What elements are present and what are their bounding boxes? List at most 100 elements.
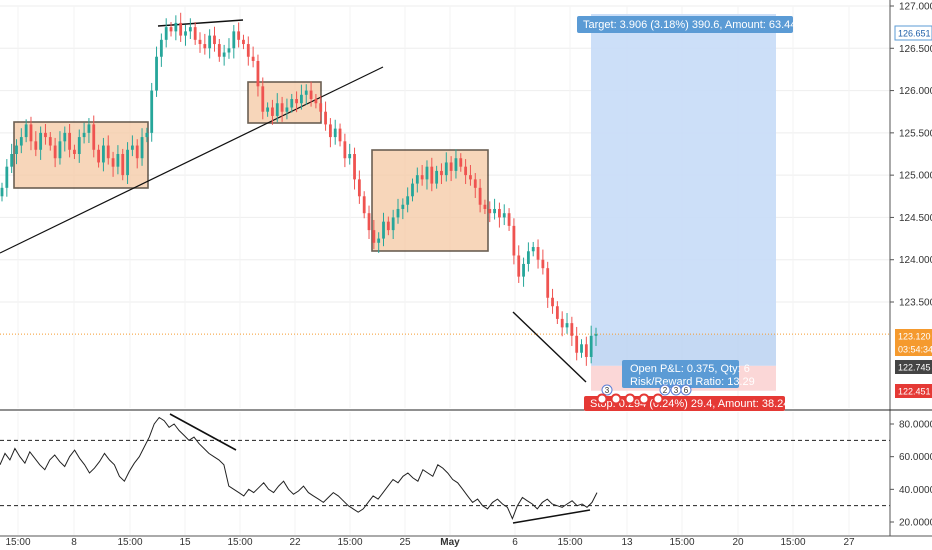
candle-body bbox=[425, 166, 429, 180]
time-tick-label: 15:00 bbox=[669, 537, 694, 548]
candle-body bbox=[203, 44, 207, 49]
candle-body bbox=[44, 132, 47, 138]
candle-body bbox=[589, 335, 593, 357]
candle-body bbox=[401, 204, 405, 209]
candle-body bbox=[73, 149, 76, 154]
candle-body bbox=[304, 90, 308, 95]
top-line-drawing bbox=[157, 19, 244, 27]
candle-body bbox=[290, 99, 294, 108]
candle-body bbox=[551, 297, 554, 307]
trade-marker bbox=[596, 393, 608, 405]
candle-body bbox=[473, 179, 477, 188]
candle-body bbox=[179, 22, 183, 36]
candle-body bbox=[232, 31, 236, 49]
candle-body bbox=[411, 183, 414, 197]
range-box-drawing bbox=[13, 121, 149, 189]
trade-marker bbox=[638, 393, 650, 405]
candle-body bbox=[10, 154, 14, 167]
candle-body bbox=[135, 145, 139, 159]
price-tag-box bbox=[895, 329, 932, 343]
trade-badge-label: 2 bbox=[663, 386, 668, 395]
candle-body bbox=[483, 204, 487, 209]
candle-body bbox=[102, 145, 105, 163]
price-tick-label: 123.5000 bbox=[899, 298, 932, 309]
range-box-drawing bbox=[371, 149, 489, 252]
candle-body bbox=[372, 230, 376, 243]
trade-marker bbox=[652, 393, 664, 405]
price-tick-label: 124.5000 bbox=[899, 213, 932, 224]
candle-body bbox=[314, 99, 318, 104]
candle-body bbox=[507, 213, 511, 226]
candle-body bbox=[34, 141, 38, 150]
candle-body bbox=[300, 94, 303, 104]
open-pnl-text: Open P&L: 0.375, Qty: 6 bbox=[630, 363, 750, 375]
risk-reward-text: Risk/Reward Ratio: 13.29 bbox=[630, 376, 755, 388]
candle-body bbox=[155, 56, 158, 91]
trade-marker bbox=[624, 393, 636, 405]
target-label-box bbox=[577, 16, 793, 33]
candle-body bbox=[464, 166, 468, 176]
candle-body bbox=[357, 179, 361, 197]
candle-body bbox=[546, 268, 550, 298]
candle-body bbox=[353, 154, 356, 180]
time-tick-label: May bbox=[440, 537, 460, 548]
price-tick-label: 125.0000 bbox=[899, 171, 932, 182]
candle-body bbox=[188, 27, 192, 32]
price-tag-label: 122.745 bbox=[898, 363, 931, 373]
price-tag-label: 03:54:34 bbox=[898, 345, 932, 355]
time-tick-label: 15:00 bbox=[5, 537, 30, 548]
candle-body bbox=[420, 175, 424, 180]
candle-body bbox=[570, 323, 574, 336]
candle-body bbox=[24, 124, 28, 138]
osc-tick-label: 60.0000 bbox=[899, 452, 932, 463]
candle-body bbox=[362, 196, 366, 214]
candle-body bbox=[478, 187, 482, 205]
price-tick-label: 126.0000 bbox=[899, 86, 932, 97]
oscillator-series-line bbox=[0, 416, 598, 521]
candle-body bbox=[430, 166, 434, 184]
candle-body bbox=[169, 27, 173, 32]
candle-body bbox=[377, 238, 381, 243]
candle-body bbox=[343, 141, 347, 159]
candle-body bbox=[536, 247, 540, 260]
candle-body bbox=[5, 166, 9, 188]
candle-body bbox=[517, 255, 521, 277]
candle-body bbox=[391, 217, 395, 231]
candle-body bbox=[440, 170, 443, 176]
candle-body bbox=[498, 208, 501, 218]
osc-tick-label: 20.0000 bbox=[899, 518, 932, 529]
candle-body bbox=[77, 137, 81, 154]
candle-body bbox=[348, 154, 352, 159]
candle-body bbox=[97, 149, 100, 163]
candle-body bbox=[213, 35, 216, 45]
candle-body bbox=[406, 196, 410, 205]
candle-body bbox=[0, 187, 4, 197]
candle-body bbox=[386, 221, 390, 231]
candle-body bbox=[198, 39, 202, 45]
trade-badge-label: 6 bbox=[684, 386, 689, 395]
candle-body bbox=[68, 132, 72, 150]
candle-body bbox=[454, 158, 458, 171]
target-zone bbox=[591, 14, 776, 335]
candle-body bbox=[246, 44, 250, 57]
candle-body bbox=[594, 334, 598, 336]
candle-body bbox=[584, 344, 588, 357]
candle-body bbox=[435, 170, 439, 184]
trade-badge-label: 3 bbox=[674, 386, 679, 395]
candle-body bbox=[575, 335, 579, 353]
candle-body bbox=[82, 132, 86, 138]
osc-divergence-line bbox=[169, 413, 237, 451]
candle-body bbox=[488, 208, 492, 214]
candle-body bbox=[130, 145, 134, 150]
price-tag-label: 122.451 bbox=[898, 387, 931, 397]
candle-body bbox=[328, 124, 332, 138]
candle-body bbox=[309, 90, 313, 100]
candle-body bbox=[184, 31, 187, 36]
price-tags: 126.651 123.120 03:54:34 122.745 122.451 bbox=[894, 25, 932, 398]
position-labels: Target: 3.906 (3.18%) 390.6, Amount: 63.… bbox=[577, 16, 796, 411]
candle-body bbox=[459, 158, 463, 167]
down-line-drawing bbox=[512, 311, 587, 383]
